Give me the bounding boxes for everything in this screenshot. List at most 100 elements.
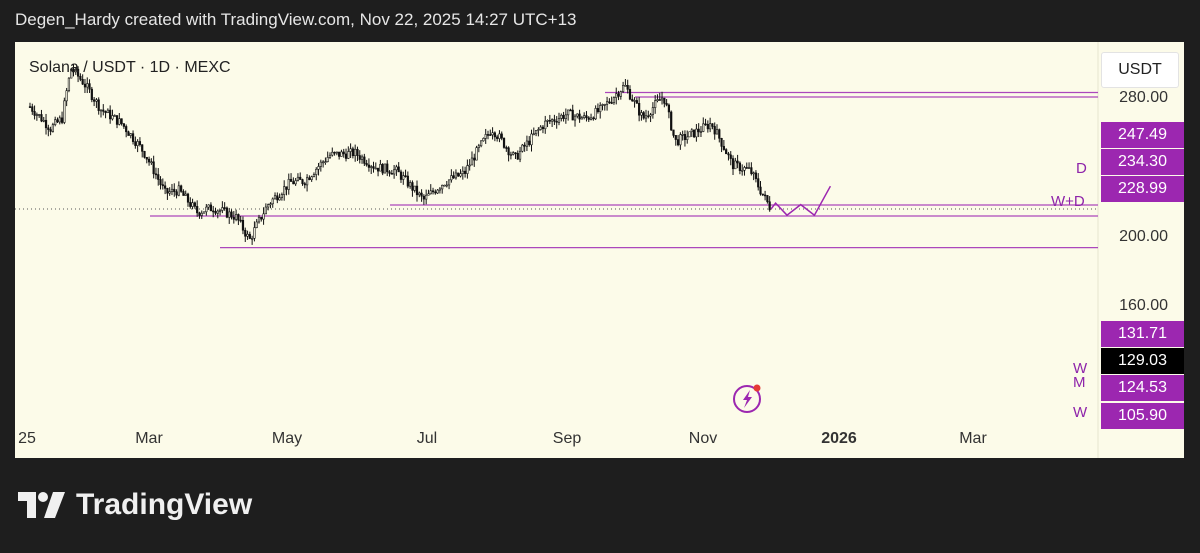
x-tick-label: 25 [18,430,36,447]
candle-body [725,149,728,155]
candle-body [184,193,187,196]
price-label: 105.90 [1101,403,1184,429]
candle-body [564,114,567,120]
candle-body [111,115,114,120]
candle-body [106,109,109,114]
candle-body [743,167,746,171]
candle-body [356,148,359,156]
candle-body [674,135,677,140]
candle-body [596,108,600,113]
candle-body [480,140,483,147]
candle-body [628,89,632,100]
candle-body [338,151,341,157]
candle-body [122,123,125,127]
candle-body [514,152,517,154]
candle-body [60,117,64,123]
candle-body [516,152,519,160]
candle-body [138,141,142,146]
candle-body [644,115,648,119]
candle-body [86,83,89,88]
candle-body [757,178,760,188]
candle-body [212,210,215,213]
candle-body [532,133,535,136]
candle-body [170,188,174,192]
candle-body [168,191,171,194]
candle-body [115,115,119,125]
candle-body [679,134,682,146]
candle-body [486,134,490,136]
candle-body [129,133,132,136]
candle-body [315,168,318,175]
candle-body [292,181,295,185]
candle-body [42,119,45,122]
candle-body [477,145,480,148]
candle-body [118,118,121,125]
candle-body [312,174,316,177]
candle-body [397,166,400,173]
candle-body [518,150,522,160]
candle-body [665,103,668,106]
candle-body [599,105,602,113]
candle-body [225,207,229,218]
y-tick-label: 160.00 [1119,297,1168,314]
candle-body [560,114,563,119]
last-price-label: 129.03 [1101,348,1184,374]
candle-body [528,140,531,146]
candle-body [35,114,38,116]
candle-body [127,131,130,136]
candle-body [136,141,139,146]
candle-body [441,184,444,190]
candle-body [459,173,462,177]
candle-body [205,206,208,213]
candle-body [214,211,217,214]
chart-canvas[interactable] [15,42,1184,458]
candle-body [157,174,160,180]
candle-body [640,112,643,116]
candle-body [56,119,59,123]
candle-body [589,117,593,120]
chart-panel[interactable]: Solana / USDT · 1D · MEXC USDT 280.00 20… [15,42,1184,458]
candle-body [264,206,267,215]
candle-body [470,157,474,166]
candle-body [386,163,389,173]
candle-body [221,207,224,211]
candle-body [761,193,764,196]
candle-body [253,227,256,239]
candle-body [475,147,478,161]
candle-body [216,210,219,214]
candle-body [344,153,348,159]
candle-body [612,97,616,103]
candle-body [445,184,448,187]
candle-body [557,118,561,123]
candle-body [283,186,286,195]
candle-body [551,119,554,122]
candle-body [143,151,146,158]
candle-body [260,216,263,220]
tradingview-logo: TradingView [18,488,252,522]
candle-body [399,171,403,180]
candle-body [209,204,213,212]
candle-body [567,109,570,116]
candle-body [413,185,416,191]
candle-body [395,166,398,171]
candle-body [447,179,451,186]
candle-body [186,193,190,203]
candle-body [207,204,210,208]
currency-button[interactable]: USDT [1101,52,1179,88]
candle-body [303,183,306,186]
candle-body [500,133,503,139]
candle-body [237,214,240,221]
candle-body [523,144,526,147]
candle-body [383,163,387,174]
candle-body [505,147,508,149]
level-marker: W [1073,404,1088,421]
candle-body [230,211,233,218]
candle-body [452,175,455,179]
candle-body [299,176,302,180]
candle-body [131,133,135,142]
candle-body [125,126,128,133]
candle-body [585,115,588,119]
candle-body [308,177,311,180]
candle-body [72,68,75,73]
candle-body [651,107,654,115]
